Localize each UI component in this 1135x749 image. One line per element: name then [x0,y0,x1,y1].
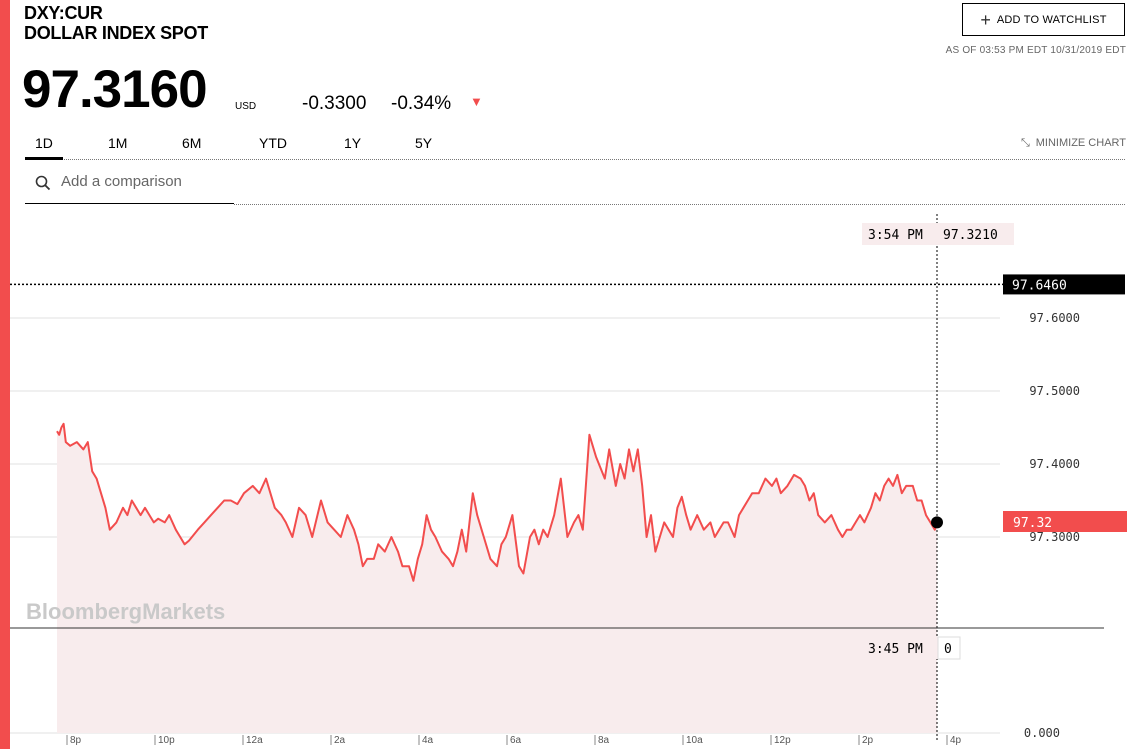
add-to-watchlist-button[interactable]: + ADD TO WATCHLIST [962,3,1125,36]
x-tick-label: 8a [598,735,610,746]
security-name: DOLLAR INDEX SPOT [24,23,208,43]
comparison-search [25,167,234,204]
tab-ytd[interactable]: YTD [259,135,287,151]
minimize-icon: ⤡ [1020,137,1030,149]
volume-value-badge [937,636,961,660]
crosshair-time-label: 3:54 PM [868,228,923,243]
crosshair-badge [862,223,1014,245]
search-icon [35,175,51,191]
x-tick-label: 8p [70,735,82,746]
down-arrow-icon: ▼ [470,94,483,109]
plus-icon: + [980,9,991,30]
x-tick-label: 2p [862,735,874,746]
price-change: -0.3300 [302,93,367,114]
x-tick-label: 10p [158,735,175,746]
tab-1d[interactable]: 1D [35,135,53,151]
previous-close-label: 97.6460 [1012,278,1067,293]
tab-1m[interactable]: 1M [108,135,128,151]
tab-1y[interactable]: 1Y [344,135,362,151]
y-tick-label: 97.4000 [1029,457,1080,471]
previous-close-badge [1003,274,1125,295]
accent-bar [0,0,10,749]
price-line [56,422,938,582]
price-change-percent: -0.34% [391,93,452,114]
price-area [57,423,937,733]
search-divider [234,204,1125,205]
y-tick-label: 97.3000 [1029,530,1080,544]
y-tick-label: 97.6000 [1029,311,1080,325]
last-price-badge [1003,511,1127,532]
x-tick-label: 2a [334,735,346,746]
minimize-chart-button[interactable]: ⤡ MINIMIZE CHART [1021,137,1126,150]
current-price: 97.3160 [22,60,208,119]
volume-time-badge [862,637,938,659]
x-tick-label: 12a [246,735,263,746]
x-tick-label: 4a [422,735,434,746]
ticker-symbol: DXY:CUR [24,3,103,23]
timeframe-tabs: 1D 1M 6M YTD 1Y 5Y [25,131,1125,160]
comparison-search-input[interactable] [59,172,233,191]
tab-6m[interactable]: 6M [182,135,202,151]
currency-label: USD [235,101,257,112]
crosshair-value-label: 97.3210 [943,228,998,243]
as-of-timestamp: AS OF 03:53 PM EDT 10/31/2019 EDT [945,45,1126,56]
last-price-label: 97.32 [1013,516,1052,531]
volume-time-label: 3:45 PM [868,642,923,657]
x-tick-label: 12p [774,735,791,746]
x-tick-label: 6a [510,735,522,746]
x-tick-label: 10a [686,735,703,746]
last-price-marker [931,516,943,529]
add-to-watchlist-label: ADD TO WATCHLIST [996,13,1107,26]
volume-value-label: 0 [944,642,952,657]
minimize-chart-label: MINIMIZE CHART [1035,137,1126,149]
active-tab-indicator [25,157,63,160]
x-tick-label: 4p [950,735,962,746]
y-tick-label: 97.5000 [1029,384,1080,398]
y-tick-label: 0.000 [1024,726,1060,740]
watermark: BloombergMarkets [26,599,225,624]
tab-5y[interactable]: 5Y [415,135,433,151]
